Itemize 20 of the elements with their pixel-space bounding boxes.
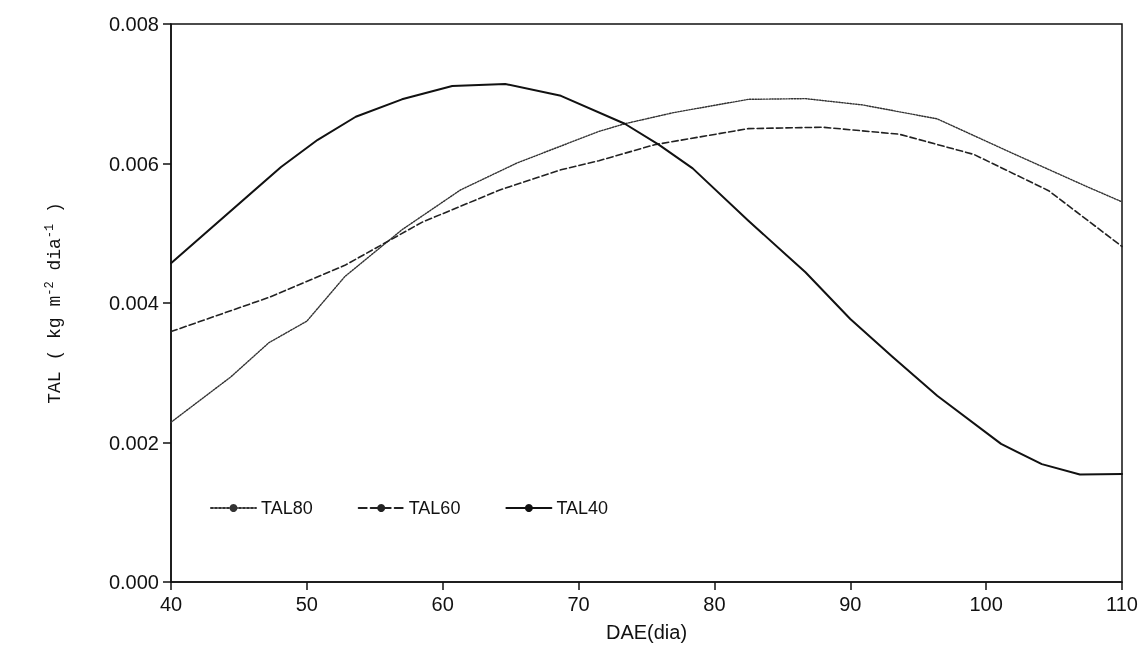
x-tick-label: 60 [431,593,454,615]
legend-label: TAL60 [408,498,461,518]
x-tick-label: 70 [567,593,590,615]
y-tick-label: 0.008 [108,13,159,35]
y-tick-label: 0.004 [108,292,159,314]
x-tick-label: 100 [969,593,1003,615]
y-tick-label: 0.006 [108,152,159,175]
x-axis-title: DAE(dia) [605,621,688,643]
x-tick-label: 50 [295,593,318,615]
x-tick-label: 40 [159,593,183,615]
legend-label: TAL40 [556,498,609,518]
line-series [170,126,1123,333]
x-tick-label: 110 [1106,593,1138,615]
x-tick-label: 80 [703,593,726,615]
legend-label: TAL80 [261,498,313,518]
y-tick-label: 0.002 [108,431,159,454]
x-tick-label: 90 [839,593,862,615]
line-series [170,97,1123,423]
y-tick-label: 0.000 [108,571,159,593]
y-axis-title: TAL ( kg m-2 dia-1 ) [43,202,65,404]
